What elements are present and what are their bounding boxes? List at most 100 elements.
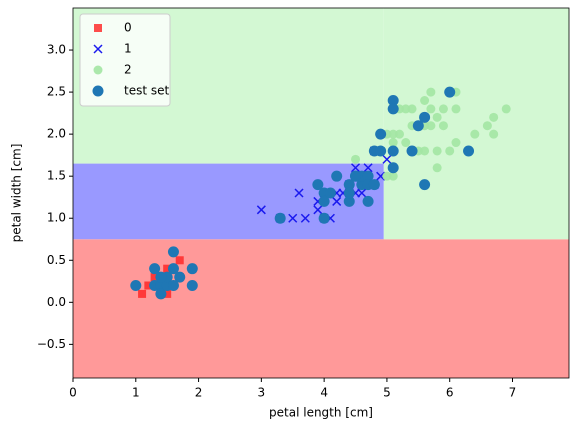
point <box>351 154 361 164</box>
point <box>451 138 461 148</box>
point <box>432 163 442 173</box>
point <box>318 195 330 207</box>
point <box>420 146 430 156</box>
point <box>167 246 179 258</box>
plot-frame <box>72 7 570 379</box>
point <box>387 95 399 106</box>
point <box>332 196 342 206</box>
point <box>130 280 142 291</box>
point <box>463 145 475 157</box>
point <box>382 154 392 164</box>
point <box>155 271 167 283</box>
point <box>350 170 362 182</box>
y-tick-label: 2.5 <box>47 85 66 99</box>
x-tick-label: 4 <box>320 386 328 400</box>
legend-label: 2 <box>124 63 132 77</box>
y-tick-label: 0.0 <box>47 295 66 309</box>
point <box>331 170 343 182</box>
legend-marker <box>93 65 103 75</box>
legend-marker <box>94 24 102 32</box>
point <box>362 195 374 207</box>
point <box>167 280 179 291</box>
point <box>186 280 198 291</box>
point <box>313 205 323 215</box>
point <box>401 138 411 148</box>
y-tick-label: −0.5 <box>37 337 66 351</box>
y-tick-label: 0.5 <box>47 253 66 267</box>
point <box>489 112 499 122</box>
legend-label: 1 <box>124 42 132 56</box>
point <box>368 179 380 191</box>
point <box>324 187 336 199</box>
point <box>470 129 480 139</box>
point <box>256 205 266 215</box>
x-tick-label: 7 <box>509 386 517 400</box>
point <box>288 213 298 223</box>
point <box>274 212 286 224</box>
x-tick-label: 2 <box>195 386 203 400</box>
x-tick-label: 3 <box>258 386 266 400</box>
point <box>420 96 430 105</box>
point <box>167 263 179 275</box>
point <box>351 163 361 173</box>
legend-label: 0 <box>124 21 132 35</box>
legend-label: test set <box>124 84 169 98</box>
x-axis-label: petal length [cm] <box>269 406 373 420</box>
decision-region <box>73 239 569 378</box>
point <box>426 104 436 114</box>
point <box>149 263 161 275</box>
point <box>388 138 398 148</box>
point <box>294 188 304 198</box>
legend-marker <box>93 44 103 54</box>
y-axis-label: petal width [cm] <box>10 144 24 243</box>
point <box>155 288 167 300</box>
point <box>426 121 436 131</box>
point <box>406 145 418 157</box>
point <box>300 213 310 223</box>
point <box>432 146 442 156</box>
point <box>489 129 499 139</box>
point <box>382 171 392 181</box>
point <box>362 170 374 182</box>
point <box>426 87 436 97</box>
point <box>375 128 387 140</box>
point <box>387 103 399 115</box>
point <box>394 129 404 139</box>
point <box>163 264 172 273</box>
point <box>501 104 511 114</box>
point <box>312 179 324 191</box>
y-tick-label: 2.0 <box>47 127 66 141</box>
y-tick-label: 1.5 <box>47 169 66 183</box>
point <box>343 187 355 199</box>
point <box>412 120 424 132</box>
x-tick-label: 6 <box>446 386 454 400</box>
point <box>318 212 330 224</box>
y-tick-label: 3.0 <box>47 43 66 57</box>
point <box>445 146 455 156</box>
point <box>419 111 431 123</box>
point <box>387 162 399 174</box>
point <box>432 112 442 122</box>
point <box>343 179 355 191</box>
point <box>363 163 373 173</box>
point <box>186 263 198 275</box>
legend-marker <box>92 85 104 97</box>
point <box>482 121 492 131</box>
point <box>438 104 448 114</box>
point <box>144 281 153 290</box>
point <box>174 271 186 283</box>
point <box>401 104 411 114</box>
point <box>175 256 184 265</box>
point <box>357 188 367 198</box>
point <box>387 145 399 157</box>
point <box>138 289 147 298</box>
point <box>388 129 398 139</box>
point <box>150 273 159 282</box>
y-tick-label: 1.0 <box>47 211 66 225</box>
point <box>419 179 431 191</box>
point <box>444 86 456 98</box>
point <box>438 121 448 131</box>
point <box>343 195 355 207</box>
legend: 0 1 2 test set <box>79 13 171 107</box>
